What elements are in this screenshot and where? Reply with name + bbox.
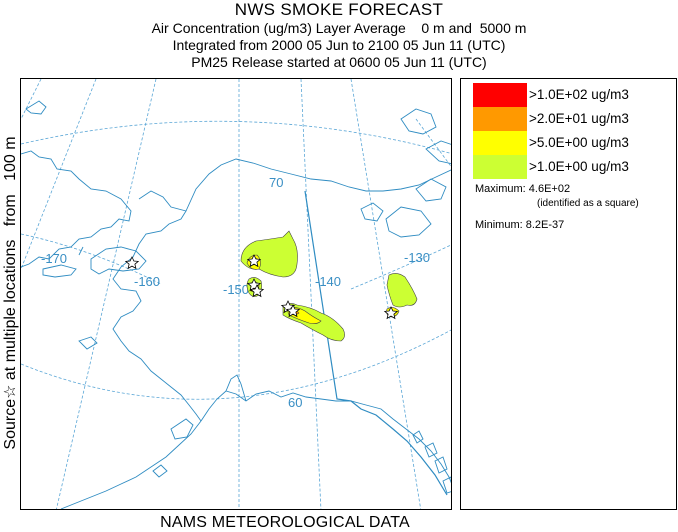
legend-panel: >1.0E+02 ug/m3 >2.0E+01 ug/m3 >5.0E+00 u… xyxy=(460,78,677,510)
coast-alaska-north xyxy=(185,158,451,212)
coast-seward-peninsula xyxy=(90,246,147,275)
legend-maximum: Maximum: 4.6E+02 xyxy=(475,183,571,195)
graticule-labels: 70 60 -170 -160 -150 -140 -130 xyxy=(41,175,430,410)
lat-label-60: 60 xyxy=(288,395,302,410)
coast-kodiak-island xyxy=(170,418,194,440)
legend-swatch-level-1 xyxy=(473,83,527,107)
coast-kodiak-west xyxy=(152,464,168,478)
graticule xyxy=(21,79,451,509)
subtitle-release-time: PM25 Release started at 0600 05 Jun 11 (… xyxy=(191,54,487,70)
lon-label-m170: -170 xyxy=(41,251,67,266)
forecast-title: NWS SMOKE FORECAST xyxy=(234,0,444,19)
coast-alaska-peninsula xyxy=(60,420,202,509)
coast-bering-strait xyxy=(78,246,84,256)
lon-label-m160: -160 xyxy=(134,274,160,289)
legend-minimum: Minimum: 8.2E-37 xyxy=(475,219,565,231)
map-panel: 70 60 -170 -160 -150 -140 -130 xyxy=(20,78,452,510)
coast-chukotka xyxy=(21,150,132,268)
source-star-yukon xyxy=(383,306,399,320)
legend-swatch-level-3 xyxy=(473,131,527,155)
meteorological-data-label: NAMS METEOROLOGICAL DATA xyxy=(160,514,410,531)
coast-gulf-of-alaska xyxy=(200,390,451,484)
legend-label-level-2: >2.0E+01 ug/m3 xyxy=(529,111,629,126)
coast-panhandle-island-4 xyxy=(442,476,451,494)
coast-panhandle-island-1 xyxy=(412,430,424,444)
lat-line-65-west xyxy=(21,233,162,285)
legend-maximum-note: (identified as a square) xyxy=(537,198,639,209)
plume-yukon-level-4 xyxy=(386,273,418,308)
coast-great-bear xyxy=(385,206,432,238)
source-star-east-2 xyxy=(285,304,301,318)
source-location-label: Source☆ at multiple locations from 100 m xyxy=(2,136,19,450)
map-canvas: 70 60 -170 -160 -150 -140 -130 xyxy=(21,79,451,509)
lat-line-70 xyxy=(21,120,451,154)
source-star-interior xyxy=(246,254,262,268)
coast-alaska-west xyxy=(112,190,202,422)
meridian-m145 xyxy=(300,79,322,509)
lon-label-m150: -150 xyxy=(223,282,249,297)
legend-swatch-level-4 xyxy=(473,155,527,179)
meridian-m165 xyxy=(56,79,157,509)
legend-label-level-1: >1.0E+02 ug/m3 xyxy=(529,87,629,102)
coast-nunivak-island xyxy=(78,336,98,350)
coast-arctic-island-2 xyxy=(425,140,451,165)
meridian-180 xyxy=(21,79,42,120)
source-star-south-2 xyxy=(249,284,265,298)
subtitle-concentration: Air Concentration (ug/m3) Layer Average … xyxy=(151,20,527,36)
source-star-west xyxy=(124,256,140,270)
coast-panhandle-island-2 xyxy=(424,442,438,458)
plume-interior-level-4 xyxy=(240,230,298,278)
lon-label-m130: -130 xyxy=(404,250,430,265)
legend-label-level-4: >1.0E+00 ug/m3 xyxy=(529,159,629,174)
meridian-m135 xyxy=(350,79,422,509)
source-markers xyxy=(124,254,399,320)
meridian-m175 xyxy=(21,79,97,270)
legend-swatch-level-2 xyxy=(473,107,527,131)
coast-panhandle-island-3 xyxy=(434,456,448,474)
lat-line-65-east xyxy=(350,244,451,290)
coast-st-lawrence-island xyxy=(42,264,77,278)
coast-amundsen-gulf xyxy=(415,178,447,202)
us-canada-border xyxy=(304,190,448,496)
lat-line-60 xyxy=(21,329,451,400)
coast-cook-inlet xyxy=(225,374,247,402)
coast-arctic-island-1 xyxy=(400,108,437,135)
lat-label-70: 70 xyxy=(269,175,283,190)
lon-label-m140: -140 xyxy=(315,274,341,289)
coast-wrangel-island xyxy=(25,100,47,115)
coast-mackenzie-delta xyxy=(360,202,384,222)
legend-label-level-3: >5.0E+00 ug/m3 xyxy=(529,135,629,150)
coastlines xyxy=(21,100,451,509)
subtitle-integration-period: Integrated from 2000 05 Jun to 2100 05 J… xyxy=(172,37,506,53)
meridian-m125 xyxy=(415,118,451,167)
